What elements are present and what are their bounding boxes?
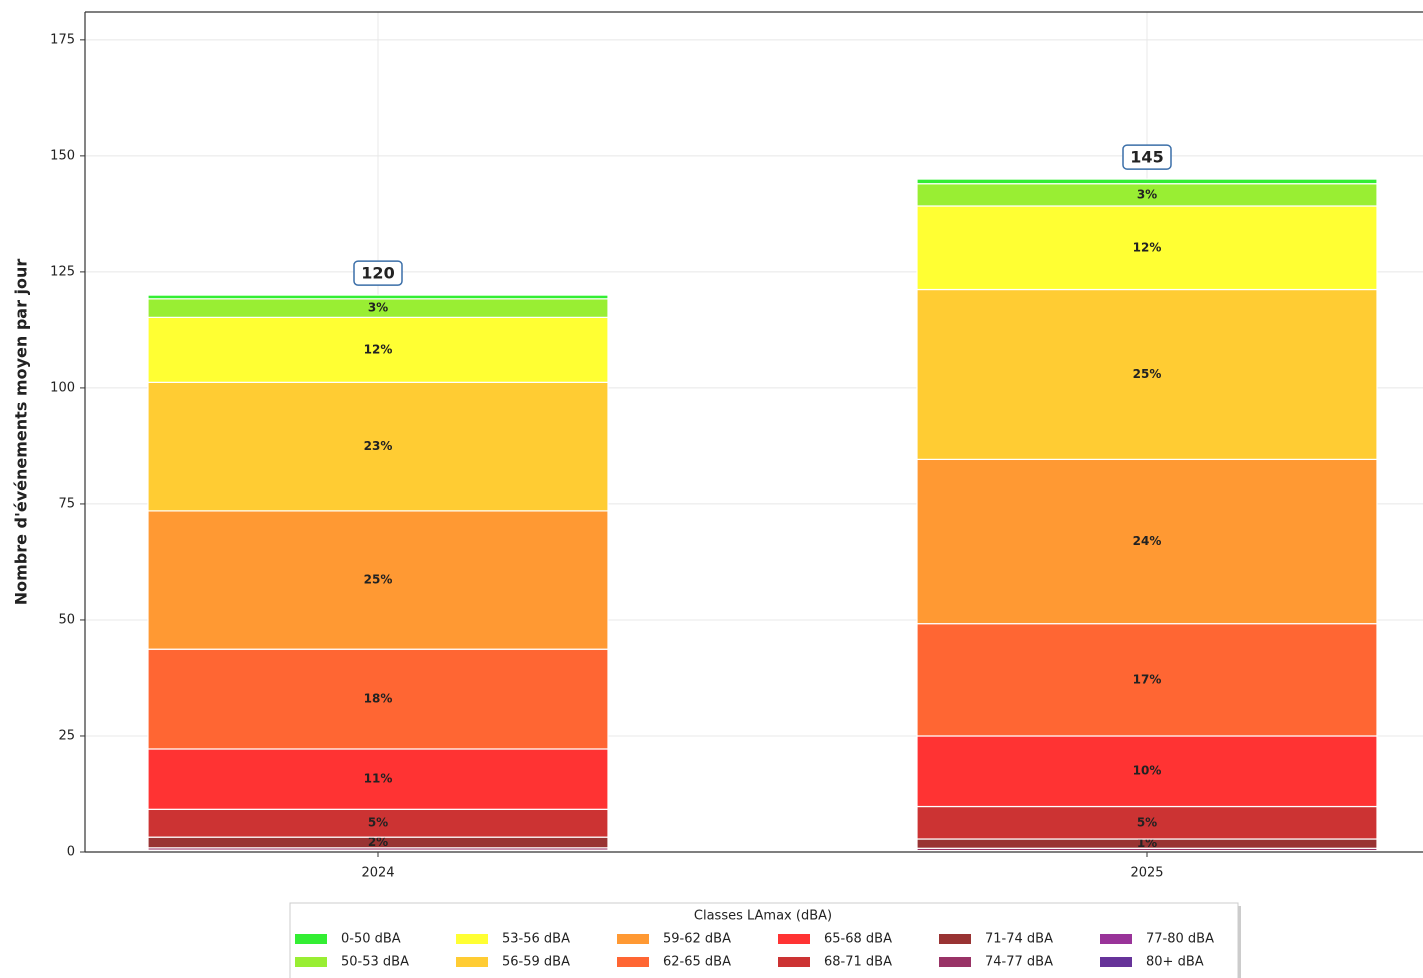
legend-title: Classes LAmax (dBA) xyxy=(694,909,832,924)
legend-label: 80+ dBA xyxy=(1146,955,1204,970)
legend-swatch xyxy=(939,934,971,944)
bar-segment xyxy=(147,294,609,300)
legend-label: 71-74 dBA xyxy=(985,932,1053,947)
legend-label: 77-80 dBA xyxy=(1146,932,1214,947)
y-tick-label: 100 xyxy=(50,380,75,395)
legend-label: 0-50 dBA xyxy=(341,932,401,947)
segment-label: 25% xyxy=(364,573,393,587)
total-label: 120 xyxy=(361,264,394,283)
legend-swatch xyxy=(1100,934,1132,944)
segment-label: 23% xyxy=(364,439,393,453)
segment-label: 10% xyxy=(1133,764,1162,778)
legend-swatch xyxy=(939,957,971,967)
bar-segment xyxy=(147,648,609,750)
segment-label: 12% xyxy=(364,342,393,356)
y-tick-label: 150 xyxy=(50,148,75,163)
legend-swatch xyxy=(617,934,649,944)
bar-segment xyxy=(916,178,1378,185)
legend-label: 56-59 dBA xyxy=(502,955,570,970)
segment-label: 5% xyxy=(368,816,388,830)
segment-label: 25% xyxy=(1133,367,1162,381)
segment-label: 17% xyxy=(1133,672,1162,686)
legend-label: 53-56 dBA xyxy=(502,932,570,947)
legend-swatch xyxy=(295,957,327,967)
legend-swatch xyxy=(778,934,810,944)
segment-label: 2% xyxy=(368,835,388,849)
bar-segment xyxy=(147,510,609,650)
legend-label: 68-71 dBA xyxy=(824,955,892,970)
segment-label: 18% xyxy=(364,692,393,706)
legend-swatch xyxy=(1100,957,1132,967)
segment-label: 3% xyxy=(368,301,388,315)
x-tick-label: 2024 xyxy=(361,866,394,881)
segment-label: 24% xyxy=(1133,534,1162,548)
bar-segment xyxy=(916,458,1378,625)
legend-label: 65-68 dBA xyxy=(824,932,892,947)
legend-swatch xyxy=(456,934,488,944)
x-tick-label: 2025 xyxy=(1130,866,1163,881)
segment-label: 1% xyxy=(1137,836,1157,850)
bar-segment xyxy=(147,381,609,512)
bar-segment xyxy=(916,288,1378,460)
bar-segment xyxy=(916,205,1378,291)
legend-swatch xyxy=(456,957,488,967)
legend-label: 59-62 dBA xyxy=(663,932,731,947)
y-tick-label: 125 xyxy=(50,264,75,279)
y-tick-label: 175 xyxy=(50,32,75,47)
y-tick-label: 0 xyxy=(67,845,75,860)
bar-segment xyxy=(916,623,1378,737)
bar-segment xyxy=(147,808,609,838)
legend-label: 62-65 dBA xyxy=(663,955,731,970)
legend-swatch xyxy=(778,957,810,967)
segment-label: 11% xyxy=(364,772,393,786)
y-tick-label: 25 xyxy=(58,728,75,743)
segment-label: 12% xyxy=(1133,240,1162,254)
total-box xyxy=(353,260,403,286)
bar-segment xyxy=(147,316,609,383)
legend-box xyxy=(289,902,1239,978)
legend-label: 50-53 dBA xyxy=(341,955,409,970)
y-tick-label: 75 xyxy=(58,496,75,511)
legend-swatch xyxy=(617,957,649,967)
total-box xyxy=(1122,144,1172,170)
segment-label: 5% xyxy=(1137,815,1157,829)
total-label: 145 xyxy=(1130,148,1163,167)
legend-label: 74-77 dBA xyxy=(985,955,1053,970)
segment-label: 3% xyxy=(1137,187,1157,201)
legend-swatch xyxy=(295,934,327,944)
y-axis-label: Nombre d'événements moyen par jour xyxy=(12,259,31,606)
y-tick-label: 50 xyxy=(58,612,75,627)
